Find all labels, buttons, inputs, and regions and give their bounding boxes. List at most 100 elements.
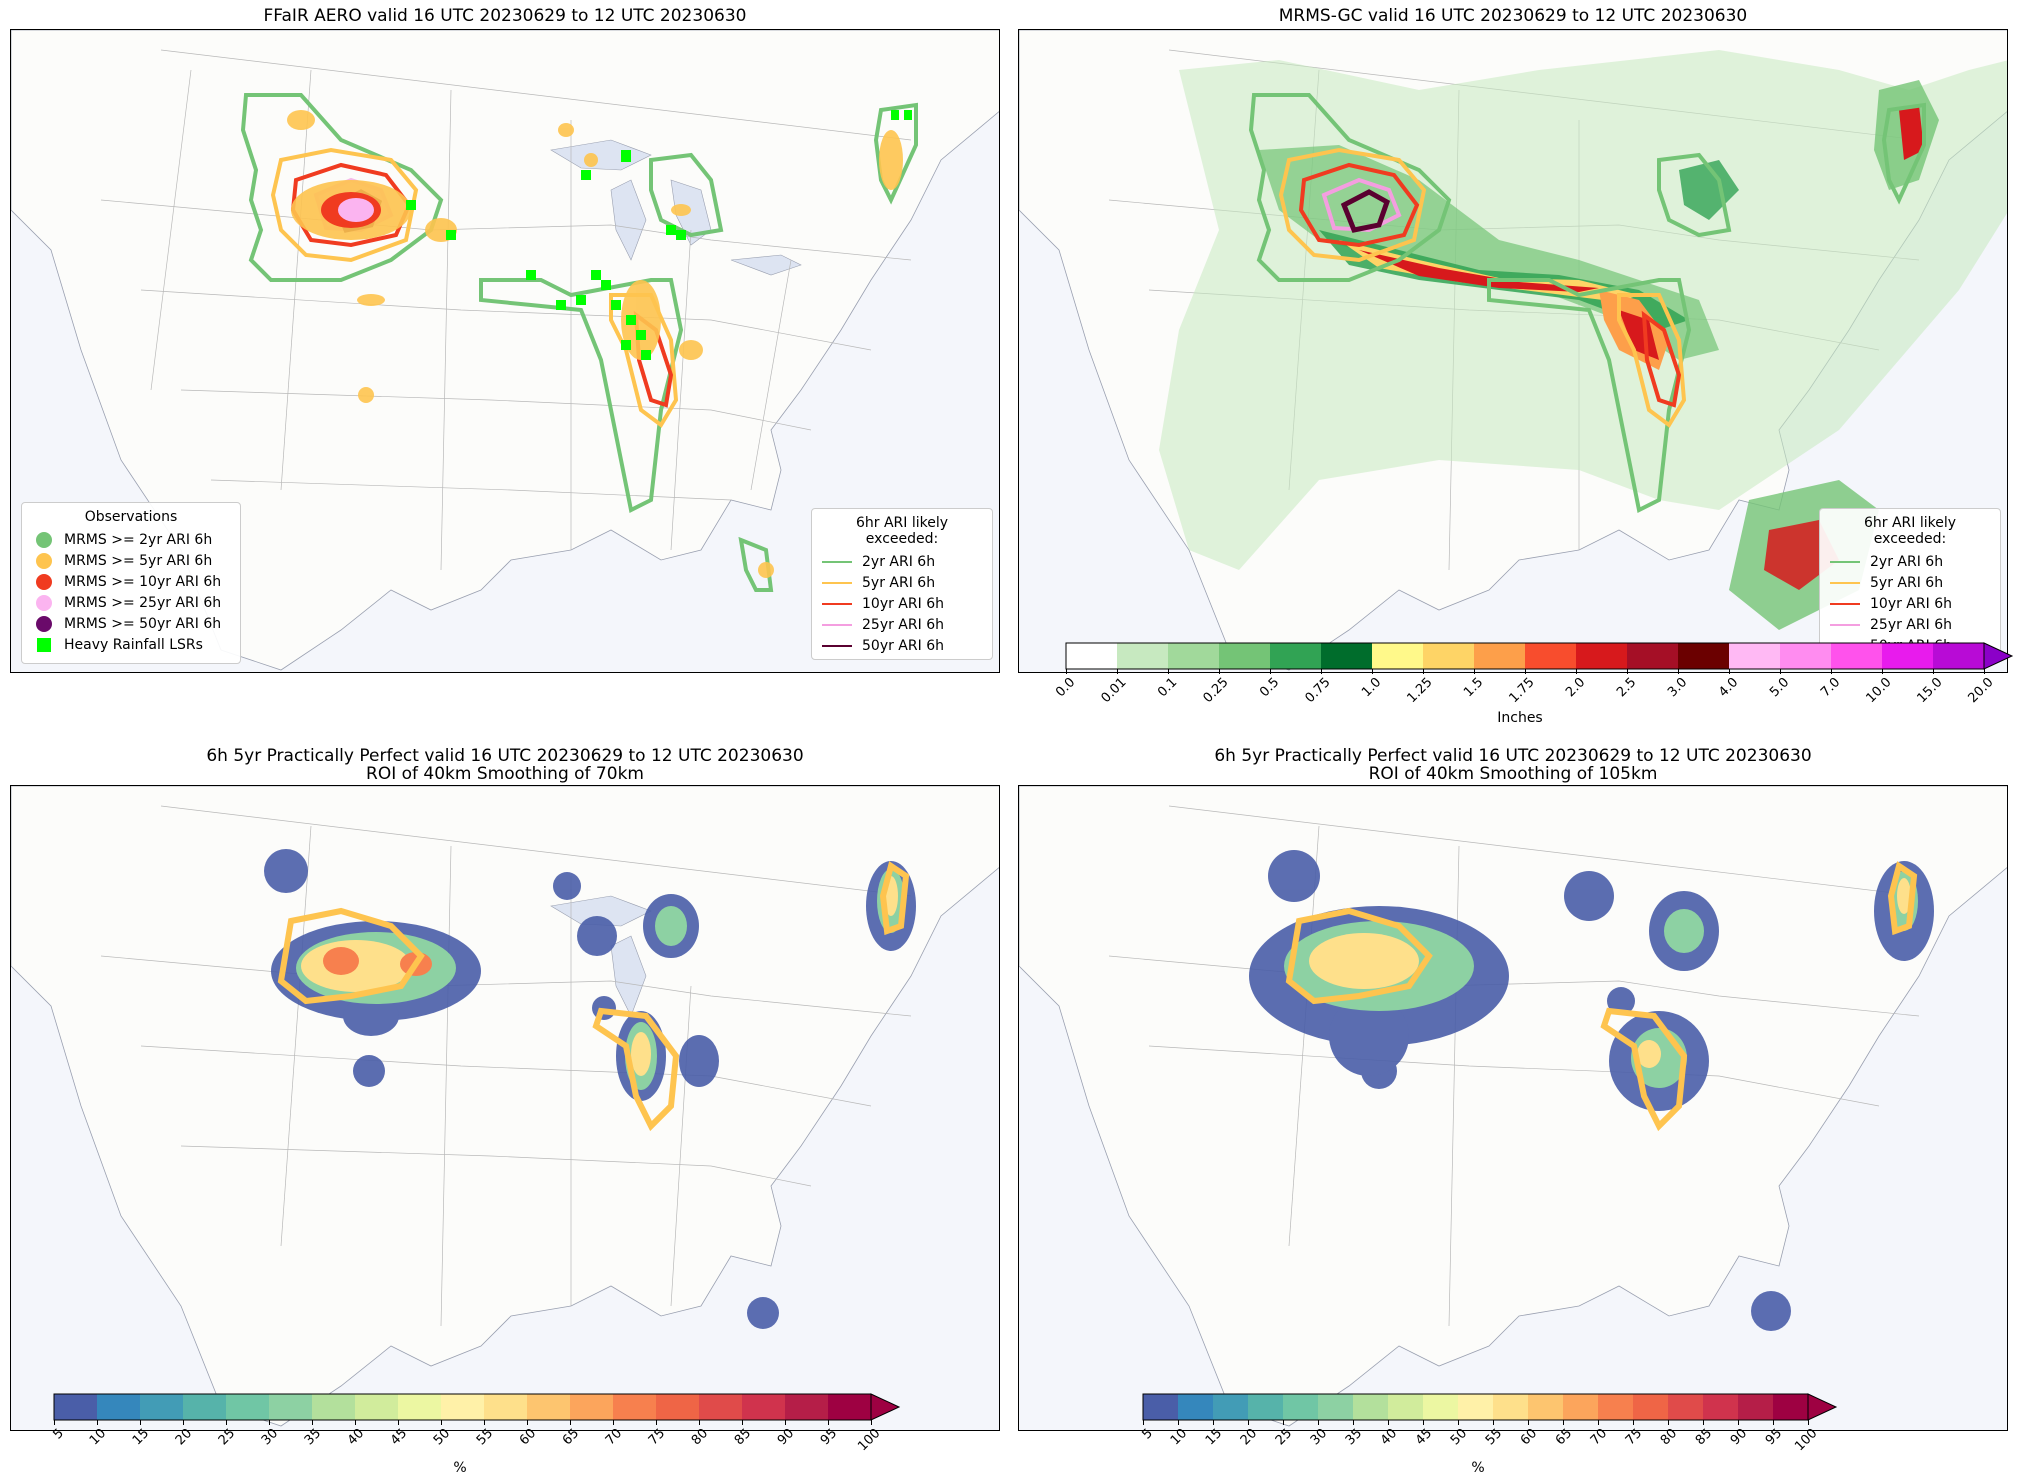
percent-colorbar-3-swatch xyxy=(97,1394,141,1420)
precip-colorbar-swatch xyxy=(1729,643,1781,669)
percent-colorbar-3-tick-mark xyxy=(742,1420,743,1425)
ari-legend-item-10yr: 10yr ARI 6h xyxy=(1830,593,1990,614)
precip-colorbar-swatch xyxy=(1831,643,1883,669)
ari-50yr-contour xyxy=(1340,189,1391,233)
obs-25yr-markers xyxy=(338,198,374,222)
ari-5yr-contours xyxy=(1278,147,1687,428)
percent-colorbar-4-tick-mark xyxy=(1598,1420,1599,1425)
panel-2-title: MRMS-GC valid 16 UTC 20230629 to 12 UTC … xyxy=(1278,6,1748,26)
percent-colorbar-4-tick-mark xyxy=(1563,1420,1564,1425)
ari-legend-item-2yr: 2yr ARI 6h xyxy=(822,551,982,572)
precip-colorbar-tick-label: 7.0 xyxy=(1818,675,1844,701)
ari-legend-title: 6hr ARI likely exceeded: xyxy=(1863,515,1957,547)
ari-legend-item-5yr: 5yr ARI 6h xyxy=(822,572,982,593)
panel-1-svg xyxy=(11,30,999,671)
precip-colorbar-tick-mark xyxy=(1372,669,1373,674)
legend-item-10yr: MRMS >= 10yr ARI 6h xyxy=(32,571,230,592)
percent-colorbar-3-tick-mark xyxy=(226,1420,227,1425)
precip-colorbar-tick-mark xyxy=(1474,669,1475,674)
precip-colorbar-tick-label: 4.0 xyxy=(1716,675,1742,701)
percent-colorbar-4-tick-mark xyxy=(1178,1420,1179,1425)
precip-colorbar-tick-mark xyxy=(1933,669,1934,674)
obs-lsr-markers xyxy=(406,110,912,360)
precip-colorbar-tick-mark xyxy=(1882,669,1883,674)
percent-colorbar-3-swatch xyxy=(699,1394,743,1420)
percent-colorbar-3-swatch xyxy=(183,1394,227,1420)
percent-colorbar-3-tick-mark xyxy=(312,1420,313,1425)
percent-colorbar-4-swatch xyxy=(1493,1394,1529,1420)
percent-colorbar-panel-3 xyxy=(53,1393,904,1421)
precip-colorbar-tick-label: 2.5 xyxy=(1614,675,1640,701)
percent-colorbar-3-swatch xyxy=(269,1394,313,1420)
precip-colorbar-swatch xyxy=(1168,643,1220,669)
percent-colorbar-3-swatch xyxy=(656,1394,700,1420)
precip-colorbar-tick-label: 1.5 xyxy=(1461,675,1487,701)
precip-colorbar-svg xyxy=(1065,642,2014,670)
precip-colorbar-tick-mark xyxy=(1627,669,1628,674)
percent-colorbar-3-tick-mark xyxy=(183,1420,184,1425)
percent-colorbar-4-tick-mark xyxy=(1423,1420,1424,1425)
percent-colorbar-panel-4-svg xyxy=(1142,1393,1838,1421)
precip-colorbar-swatch xyxy=(1780,643,1832,669)
percent-colorbar-3-swatch xyxy=(398,1394,442,1420)
precip-colorbar-swatch xyxy=(1882,643,1934,669)
precip-colorbar-swatch xyxy=(1270,643,1322,669)
panel-1-map: Observations MRMS >= 2yr ARI 6h MRMS >= … xyxy=(10,29,1000,673)
percent-colorbar-3-swatch xyxy=(355,1394,399,1420)
panel-4-title: 6h 5yr Practically Perfect valid 16 UTC … xyxy=(1214,746,1812,766)
precip-colorbar-tick-label: 10.0 xyxy=(1863,675,1895,707)
legend-item-2yr: MRMS >= 2yr ARI 6h xyxy=(32,529,230,550)
percent-colorbar-4-tick-mark xyxy=(1213,1420,1214,1425)
ari-legend-item-2yr: 2yr ARI 6h xyxy=(1830,551,1990,572)
precip-colorbar-swatch xyxy=(1372,643,1424,669)
percent-colorbar-4-swatch xyxy=(1633,1394,1669,1420)
percent-colorbar-3-swatch xyxy=(140,1394,184,1420)
precip-colorbar-extend-arrow xyxy=(1983,642,2014,670)
percent-colorbar-4-extend-arrow xyxy=(1807,1393,1838,1421)
precip-colorbar-tick-mark xyxy=(1525,669,1526,674)
percent-colorbar-panel-4 xyxy=(1142,1393,1843,1421)
percent-colorbar-4-swatch xyxy=(1563,1394,1599,1420)
precip-colorbar-tick-label: 20.0 xyxy=(1965,675,1997,707)
percent-colorbar-3-swatch xyxy=(527,1394,571,1420)
legend-item-50yr: MRMS >= 50yr ARI 6h xyxy=(32,613,230,634)
percent-colorbar-3-swatch xyxy=(54,1394,98,1420)
ari-legend-item-25yr: 25yr ARI 6h xyxy=(822,614,982,635)
percent-colorbar-3-extend-arrow xyxy=(870,1393,901,1421)
observations-legend: Observations MRMS >= 2yr ARI 6h MRMS >= … xyxy=(21,502,241,664)
percent-colorbar-3-tick-mark xyxy=(871,1420,872,1425)
precip-colorbar-tick-mark xyxy=(1066,669,1067,674)
precip-colorbar-tick-label: 0.25 xyxy=(1200,675,1232,707)
percent-colorbar-4-outline xyxy=(1142,1393,1809,1421)
percent-colorbar-3-swatch xyxy=(226,1394,270,1420)
percent-colorbar-3-tick-mark xyxy=(570,1420,571,1425)
panel-1-title: FFaIR AERO valid 16 UTC 20230629 to 12 U… xyxy=(263,6,747,26)
panel-3-title: 6h 5yr Practically Perfect valid 16 UTC … xyxy=(206,746,804,766)
percent-colorbar-4-swatch xyxy=(1458,1394,1494,1420)
percent-colorbar-4-tick-mark xyxy=(1143,1420,1144,1425)
precip-colorbar-tick-label: 15.0 xyxy=(1914,675,1946,707)
precip-colorbar-swatch xyxy=(1423,643,1475,669)
percent-colorbar-4-swatch xyxy=(1738,1394,1774,1420)
percent-colorbar-4-tick-mark xyxy=(1773,1420,1774,1425)
precip-colorbar-tick-mark xyxy=(1576,669,1577,674)
precip-colorbar-tick-label: 2.0 xyxy=(1563,675,1589,701)
panel-2-map: 6hr ARI likely exceeded: 2yr ARI 6h 5yr … xyxy=(1018,29,2008,673)
percent-colorbar-4-tick-mark xyxy=(1528,1420,1529,1425)
precip-colorbar-swatch xyxy=(1066,643,1118,669)
precip-colorbar-tick-label: 0.0 xyxy=(1053,675,1079,701)
precip-colorbar-tick-mark xyxy=(1219,669,1220,674)
precip-colorbar-tick-label: 3.0 xyxy=(1665,675,1691,701)
percent-colorbar-4-swatch xyxy=(1773,1394,1809,1420)
legend-item-lsr: Heavy Rainfall LSRs xyxy=(32,634,230,655)
percent-colorbar-4-tick-mark xyxy=(1703,1420,1704,1425)
percent-colorbar-panel-4-label: % xyxy=(1471,1460,1485,1476)
percent-colorbar-3-swatch xyxy=(570,1394,614,1420)
ari-5yr-contours xyxy=(277,861,910,1132)
precip-colorbar-tick-mark xyxy=(1270,669,1271,674)
percent-colorbar-4-swatch xyxy=(1318,1394,1354,1420)
percent-colorbar-3-tick-mark xyxy=(785,1420,786,1425)
percent-colorbar-3-tick-mark xyxy=(441,1420,442,1425)
percent-colorbar-4-tick-mark xyxy=(1808,1420,1809,1425)
precip-colorbar-tick-label: 0.1 xyxy=(1155,675,1181,701)
